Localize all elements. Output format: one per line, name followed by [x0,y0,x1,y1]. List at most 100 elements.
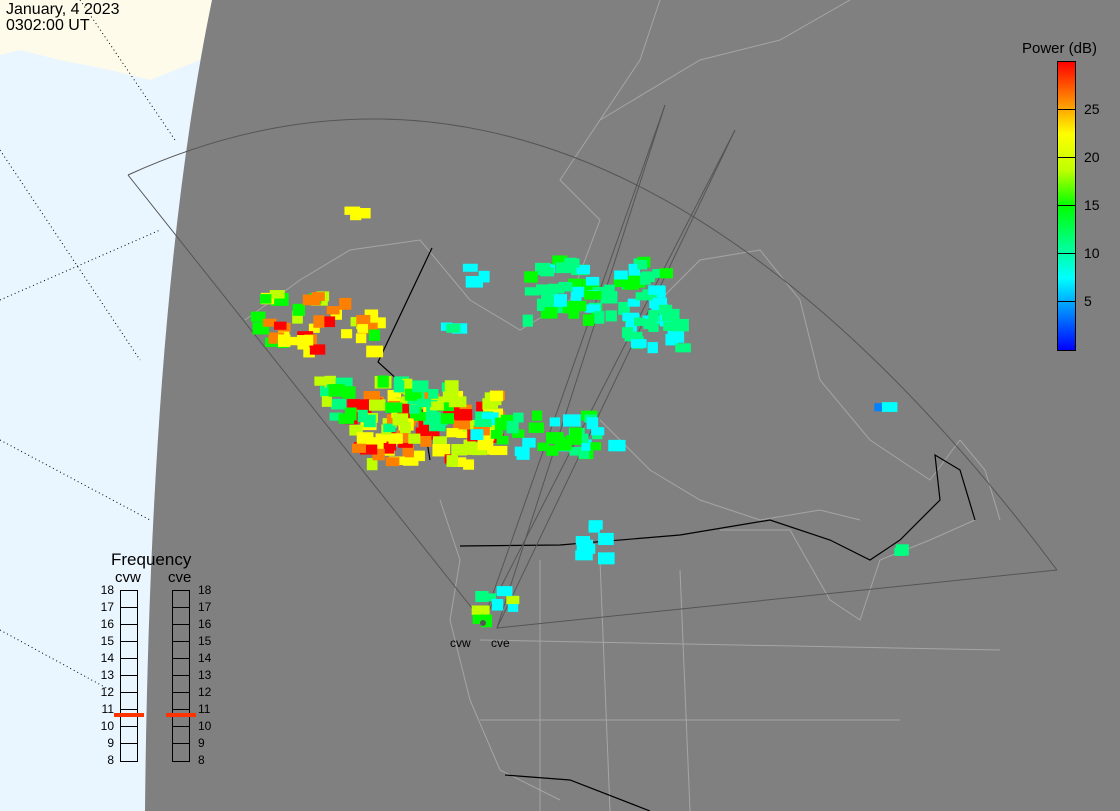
echo-cell [575,550,593,561]
echo-cell [531,410,543,421]
echo-cell [524,287,540,296]
echo-cell [625,275,641,286]
echo-cell [359,399,370,412]
echo-cell [303,347,315,358]
echo-cell [554,436,566,447]
echo-cell [578,446,590,459]
echo-cell [558,281,573,292]
echo-cell [339,297,352,310]
echo-cell [269,290,285,299]
echo-cell [292,311,303,324]
echo-cell [507,603,519,612]
echo-cell [630,339,647,348]
echo-cell [314,376,332,386]
frequency-label: 8 [198,753,205,767]
echo-cell [259,294,272,304]
echo-cell [637,259,648,270]
echo-cell [475,591,489,603]
echo-cell [417,398,432,408]
echo-cell [614,270,628,280]
echo-cell [622,280,639,290]
echo-cell [420,434,432,447]
echo-cell [393,380,405,393]
frequency-label: 11 [101,702,114,716]
frequency-label: 16 [198,617,212,631]
echo-cell [328,384,345,397]
echo-cell [446,455,459,467]
power-colorbar [1057,61,1076,351]
echo-cell [444,380,459,393]
echo-cell [586,417,599,430]
echo-cell [309,344,326,355]
echo-cell [553,294,568,307]
echo-cell [634,317,646,326]
frequency-label: 10 [198,719,212,733]
echo-cell [647,342,658,354]
echo-cell [351,443,366,453]
echo-cell [366,458,378,471]
echo-cell [369,399,386,411]
echo-cell [377,375,389,388]
echo-cell [598,532,614,546]
echo-cell [388,433,403,444]
frequency-label: 12 [100,685,114,699]
frequency-label: 12 [198,685,212,699]
echo-cell [329,412,343,421]
echo-cell [385,457,400,467]
echo-cell [402,445,414,458]
echo-cell [546,432,564,444]
echo-cell [489,445,508,456]
echo-cell [881,402,898,412]
echo-cell [344,206,361,215]
echo-cell [366,345,384,358]
echo-cell [292,303,306,316]
frequency-label: 17 [100,600,114,614]
echo-cell [648,310,659,323]
colorbar-tick-line [1057,253,1075,254]
frequency-label: 15 [100,634,114,648]
echo-cell [385,402,403,413]
echo-cell [522,437,536,448]
echo-cell [451,457,467,467]
echo-cell [371,437,384,450]
frequency-label: 18 [198,583,212,597]
echo-cell [478,270,490,283]
echo-cell [324,375,336,388]
echo-cell [516,447,530,460]
echo-cell [568,310,579,319]
echo-cell [494,417,508,431]
echo-cell [536,284,552,295]
frequency-label: 8 [107,753,114,767]
echo-cell [465,443,482,455]
site-label-cve: cve [491,636,510,650]
colorbar-tick-line [1057,301,1075,302]
echo-cell [496,586,513,597]
echo-cell [355,333,367,344]
echo-cell [663,321,677,331]
echo-cell [588,523,600,533]
echo-cell [874,403,887,412]
echo-cell [383,433,395,442]
echo-cell [419,392,434,404]
colorbar-tick-line [1057,205,1075,206]
echo-cell [423,411,441,425]
echo-cell [263,318,277,327]
echo-cell [268,332,285,344]
echo-cell [470,429,484,441]
echo-cell [465,275,484,288]
echo-cell [326,306,340,315]
echo-cell [513,412,524,423]
colorbar-tick-line [1057,109,1075,110]
time-label: 0302:00 UT [6,17,90,34]
frequency-label: 9 [107,736,114,750]
frequency-title: Frequency [111,550,192,569]
echo-cell [618,301,630,315]
echo-cell [302,294,321,306]
lat-lon-grid [0,0,176,691]
echo-cell [537,442,550,452]
echo-cell [564,258,580,268]
daylight-land [0,0,212,80]
echo-cell [428,388,439,399]
echo-cell [462,263,478,272]
